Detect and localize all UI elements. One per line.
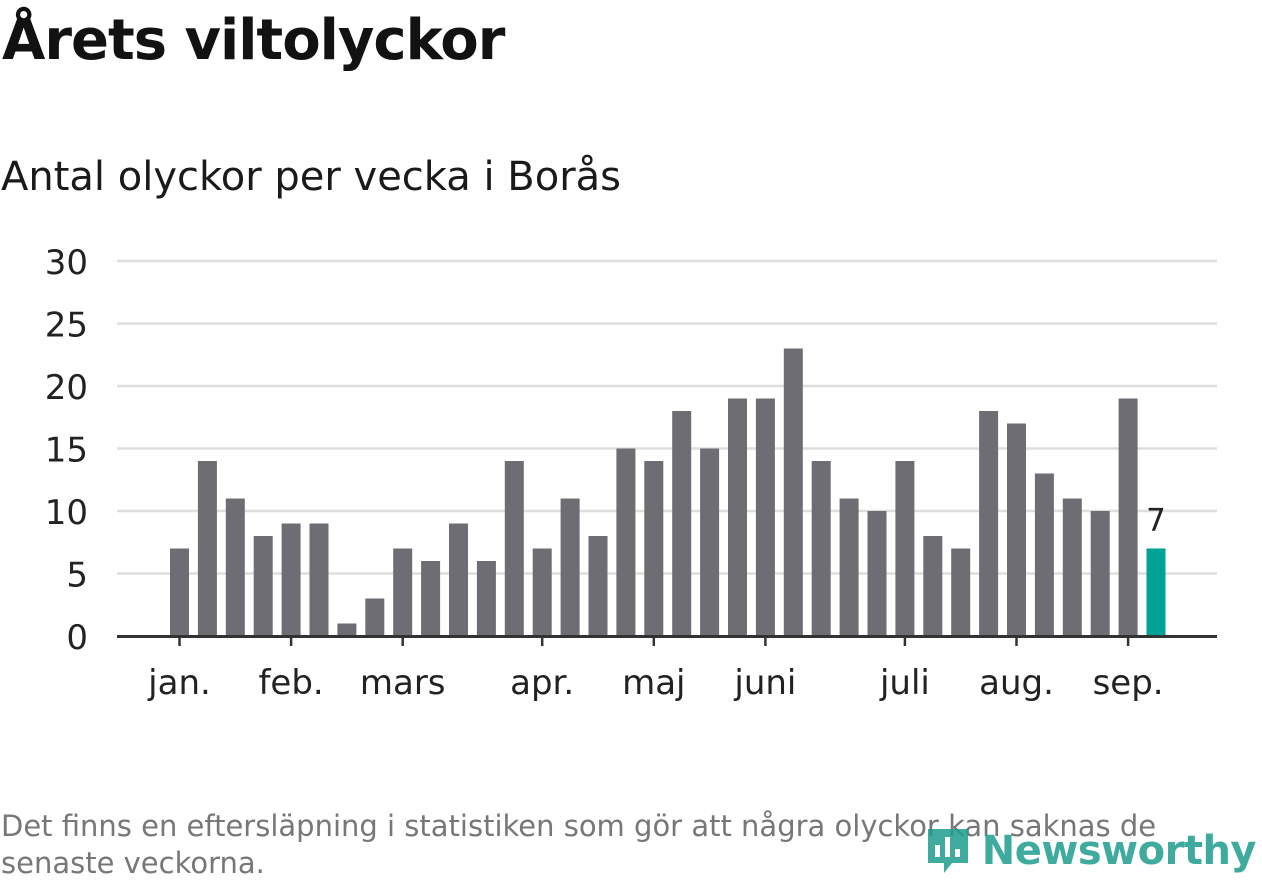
- bar: [783, 348, 803, 636]
- bar: [1118, 398, 1138, 636]
- x-tick-label: feb.: [258, 663, 323, 703]
- bar: [449, 523, 468, 636]
- bar: [839, 498, 859, 636]
- chart-subtitle: Antal olyckor per vecka i Borås: [1, 154, 622, 200]
- bar: [616, 448, 636, 636]
- bar: [560, 498, 580, 636]
- bar: [811, 461, 831, 636]
- bar: [755, 398, 775, 636]
- bar: [1034, 473, 1054, 636]
- y-tick-label: 30: [45, 243, 88, 283]
- x-tick-label: maj: [622, 663, 685, 703]
- bar: [225, 498, 245, 636]
- bar: [504, 461, 524, 636]
- bar: [197, 461, 217, 636]
- bar: [421, 561, 441, 636]
- x-tick-label: juni: [733, 663, 796, 703]
- x-tick-label: jan.: [147, 663, 211, 703]
- x-tick-label: aug.: [979, 663, 1054, 703]
- x-tick-label: apr.: [510, 663, 574, 703]
- y-tick-label: 25: [45, 306, 88, 346]
- newsworthy-logo-icon: [927, 829, 968, 873]
- bar: [532, 548, 552, 636]
- x-tick-label: mars: [360, 663, 446, 703]
- x-tick-label: juli: [879, 663, 930, 703]
- bar-highlight: [1146, 548, 1166, 636]
- bar: [309, 523, 329, 636]
- bar: [672, 411, 692, 636]
- y-tick-label: 0: [66, 618, 88, 658]
- data-label: 7: [1146, 503, 1166, 539]
- bar: [895, 461, 915, 636]
- bar: [951, 548, 971, 636]
- bar: [253, 536, 273, 636]
- bar: [588, 536, 608, 636]
- bar: [281, 523, 301, 636]
- y-tick-label: 10: [45, 493, 88, 533]
- newsworthy-logo: Newsworthy: [924, 825, 1257, 877]
- bar-chart: 0 5 10 15 20 25 30 7 jan. feb. mars apr. maj juni juli…: [45, 243, 1217, 703]
- bar: [170, 548, 189, 636]
- logo-text: Newsworthy: [981, 828, 1257, 874]
- bar: [1062, 498, 1082, 636]
- y-tick-label: 5: [66, 556, 88, 596]
- bar: [476, 561, 496, 636]
- bar: [979, 411, 999, 636]
- bar: [700, 448, 720, 636]
- y-tick-label: 15: [45, 431, 88, 471]
- bar: [1007, 423, 1026, 636]
- bar: [728, 398, 747, 636]
- y-tick-label: 20: [45, 368, 88, 408]
- bar: [1090, 511, 1110, 636]
- chart-title: Årets viltolyckor: [2, 8, 505, 73]
- bar: [644, 461, 664, 636]
- bar: [923, 536, 943, 636]
- bar: [365, 598, 385, 636]
- bar: [867, 511, 887, 636]
- bar: [393, 548, 413, 636]
- x-tick-label: sep.: [1093, 663, 1164, 703]
- bar: [337, 623, 357, 636]
